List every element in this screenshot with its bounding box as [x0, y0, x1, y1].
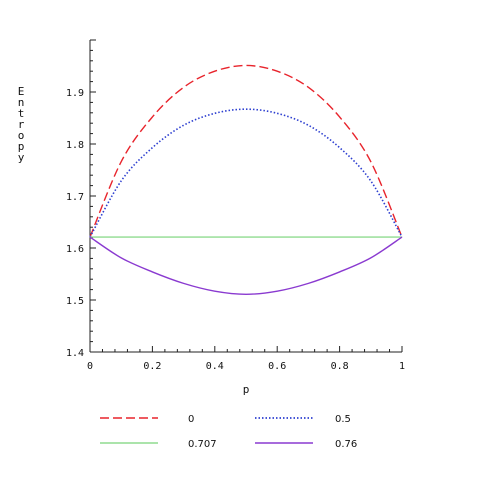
x-tick-label: 1 — [399, 361, 405, 372]
x-tick-label: 0.6 — [268, 361, 286, 372]
legend-label-0: 0 — [188, 414, 194, 425]
y-axis-label-letter: E — [18, 85, 25, 98]
series-line-3 — [89, 236, 403, 295]
legend-label-3: 0.76 — [335, 439, 357, 450]
y-axis-label-letter: o — [18, 129, 25, 142]
x-tick-label: 0.2 — [143, 361, 161, 372]
y-tick-label: 1.5 — [66, 296, 84, 307]
x-tick-label: 0.4 — [206, 361, 224, 372]
series-line-0 — [89, 64, 403, 238]
series-line-1 — [89, 108, 403, 238]
y-tick-label: 1.9 — [66, 88, 84, 99]
y-axis-label-letter: t — [18, 107, 25, 120]
y-axis-label-letter: n — [18, 96, 25, 109]
y-axis-label-letter: r — [18, 118, 25, 131]
axes — [89, 40, 402, 353]
y-tick-label: 1.4 — [66, 348, 84, 359]
x-axis-label: p — [243, 383, 250, 396]
legend-label-1: 0.5 — [335, 414, 351, 425]
y-axis-label-letter: p — [18, 140, 25, 153]
series-lines — [89, 64, 403, 295]
y-axis-label-letter: y — [18, 151, 25, 164]
y-tick-label: 1.8 — [66, 140, 84, 151]
x-tick-label: 0.8 — [331, 361, 349, 372]
legend: 0 0.5 0.707 0.76 — [100, 414, 357, 450]
x-tick-label: 0 — [87, 361, 93, 372]
y-tick-label: 1.6 — [66, 244, 84, 255]
legend-label-2: 0.707 — [188, 439, 217, 450]
y-tick-label: 1.7 — [66, 192, 84, 203]
ticks: 0 0.2 0.4 0.6 0.8 1 1.4 1.5 1.6 1.7 1.8 1.9 — [66, 39, 405, 372]
